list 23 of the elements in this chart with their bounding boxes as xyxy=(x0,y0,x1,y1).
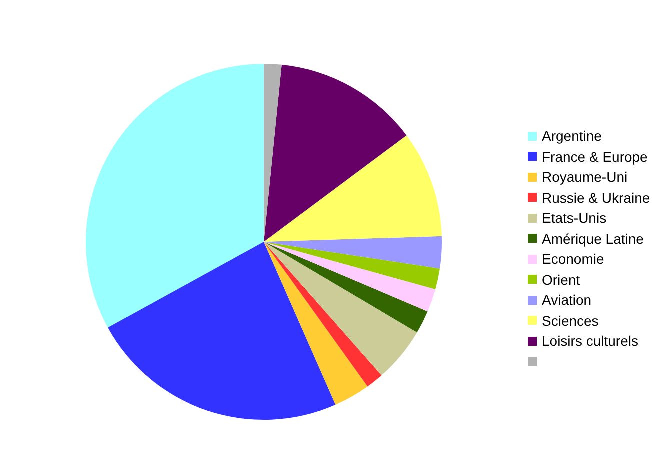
pie-slice xyxy=(264,242,436,312)
pie-slice xyxy=(264,242,382,387)
pie-slice xyxy=(264,64,282,242)
legend-label: Aviation xyxy=(542,291,592,310)
legend-label: Economie xyxy=(542,250,604,269)
legend-label: Argentine xyxy=(542,127,602,146)
legend-label: Loisirs culturels xyxy=(542,332,638,351)
pie-slice xyxy=(264,236,442,269)
legend-label: Sciences xyxy=(542,312,599,330)
pie-slice xyxy=(264,64,407,242)
legend-label: Orient xyxy=(542,270,580,290)
pie-slice xyxy=(264,242,440,290)
legend-label: France & Europe xyxy=(542,148,648,167)
pie-slice xyxy=(264,242,368,405)
legend-label: Royaume-Uni xyxy=(542,168,628,187)
legend-label: Russie & Ukraine xyxy=(542,188,650,208)
legend-label: Etats-Unis xyxy=(542,209,607,228)
pie-slice xyxy=(108,242,336,420)
legend-label: Amérique Latine xyxy=(542,230,644,249)
pie-slice xyxy=(86,64,264,328)
pie-slice xyxy=(264,136,442,242)
pie-slice xyxy=(264,242,428,333)
pie-slice xyxy=(264,242,418,376)
